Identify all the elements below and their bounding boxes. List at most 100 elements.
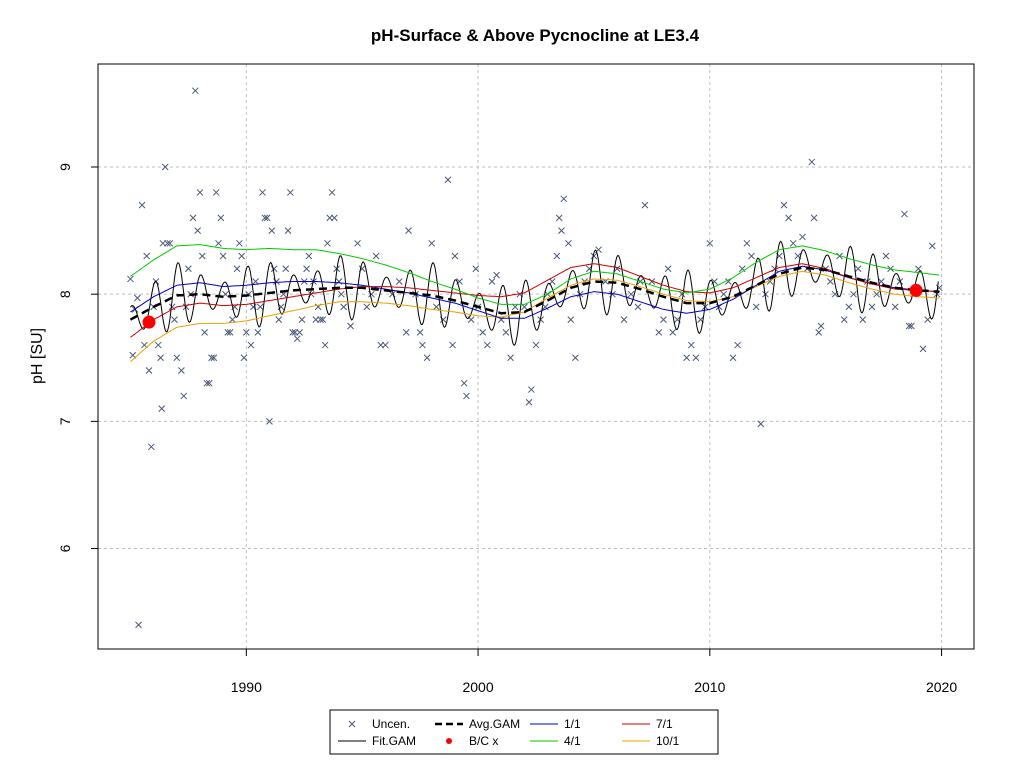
data-point [354,239,361,247]
data-point [242,328,250,336]
data-point [483,341,491,349]
data-point [266,418,273,425]
data-point [734,341,741,349]
data-point [826,278,834,285]
data-point [171,316,178,323]
data-point [337,290,345,298]
data-point [810,214,818,222]
data-point [154,341,162,349]
data-point [282,265,290,273]
data-point [194,227,202,234]
data-point [560,195,568,203]
legend-swatch [348,720,356,728]
data-point [648,278,656,285]
legend-label: 10/1 [656,734,680,748]
data-point [444,176,452,184]
data-point [166,239,174,247]
data-point [215,239,222,247]
data-point [460,379,468,387]
data-point [687,341,695,349]
y-axis-label: pH [SU] [29,328,46,384]
data-point [815,328,823,336]
data-point [572,354,579,362]
data-point [191,87,199,95]
legend-label: Avg.GAM [469,717,520,731]
x-tick-label: 2020 [926,679,957,695]
data-point [270,265,278,273]
data-point [532,341,540,349]
data-point [293,335,301,343]
data-point [222,290,229,298]
data-point [145,367,153,374]
data-point [217,214,225,222]
legend-label: 7/1 [656,717,673,731]
data-point [185,265,192,273]
data-point [720,290,728,298]
data-point [127,275,134,283]
data-point [558,227,565,234]
data-point [919,345,927,353]
data-point [799,233,806,241]
series-10-1 [130,270,940,362]
data-point [785,214,792,222]
data-point [711,278,718,285]
data-point [488,278,496,285]
data-point [692,354,700,362]
data-point [511,303,519,311]
data-point [845,303,853,311]
data-point [882,252,890,260]
data-point [135,621,142,629]
data-point [324,239,331,247]
data-point [284,227,292,234]
data-point [493,271,500,279]
data-point [808,158,816,166]
data-point [738,265,746,273]
data-point [236,239,243,247]
data-point [256,303,264,311]
data-point [502,328,510,336]
legend-box [329,709,719,755]
bc-point [142,315,156,329]
data-point [261,214,269,222]
data-point [743,239,751,247]
data-point [328,189,336,196]
data-point [402,328,410,336]
data-point [143,252,151,260]
data-point [303,265,310,273]
data-point [224,328,232,336]
x-tick-label: 2010 [694,679,725,695]
data-point [859,316,867,323]
data-point [196,189,204,196]
data-point [555,214,563,222]
data-point [178,367,185,374]
data-point [627,290,635,298]
data-point [567,316,575,323]
series-avg-gam [129,266,940,321]
data-point [405,227,412,234]
data-point [147,443,155,451]
data-point [189,214,197,222]
legend-swatch [446,738,452,744]
y-tick-label: 7 [57,417,73,425]
data-point [319,316,327,323]
data-point [432,303,440,311]
data-point [924,316,932,323]
legend-label: B/C x [469,734,498,748]
data-point [340,303,348,311]
data-point [208,354,215,362]
legend-label: Fit.GAM [372,734,416,748]
data-point [757,420,765,428]
data-point [891,303,899,311]
data-point [321,341,329,349]
data-point [229,316,236,323]
legend: Uncen. Avg.GAM 1/1 7/1 Fit.GAM B/C x 4/1 10/1 [329,709,719,755]
data-point [259,189,266,196]
data-point [836,252,843,260]
y-tick-label: 8 [57,290,73,298]
data-point [164,239,171,247]
data-point [664,265,672,273]
data-point [521,303,528,311]
data-point [158,405,166,412]
data-point [479,328,487,336]
data-point [840,316,848,323]
